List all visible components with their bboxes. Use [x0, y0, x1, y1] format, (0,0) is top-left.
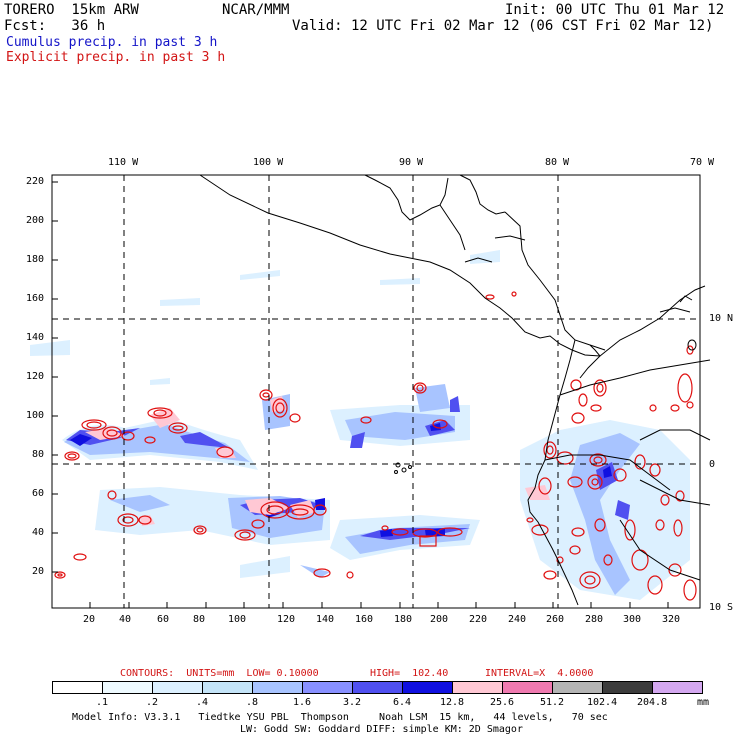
y-tick-label: 40: [32, 527, 45, 538]
colorbar-level-label: 51.2: [540, 697, 565, 708]
y-tick-label: 180: [26, 254, 45, 265]
x-tick-label: 180: [394, 614, 413, 625]
colorbar-level-label: 6.4: [393, 697, 412, 708]
y-tick-label: 20: [32, 566, 45, 577]
cumulus-legend-label: Cumulus precip. in past 3 h: [6, 35, 218, 50]
colorbar-units: mm: [697, 697, 710, 708]
model-info-line1: Model Info: V3.3.1 Tiedtke YSU PBL Thomp…: [72, 712, 608, 723]
x-tick-label: 320: [662, 614, 681, 625]
colorbar-level-label: 12.8: [440, 697, 465, 708]
colorbar-swatch: [252, 681, 303, 694]
contour-high: HIGH= 102.40: [370, 668, 449, 679]
lon-label-100w: 100 W: [253, 157, 284, 168]
x-tick-label: 140: [316, 614, 335, 625]
x-tick-label: 120: [277, 614, 296, 625]
lon-label-70w: 70 W: [690, 157, 715, 168]
coastlines: [199, 174, 711, 606]
model-info-line2: LW: Godd SW: Goddard DIFF: simple KM: 2D…: [240, 724, 523, 735]
y-tick-label: 140: [26, 332, 45, 343]
x-tick-label: 220: [469, 614, 488, 625]
colorbar-swatch: [452, 681, 503, 694]
lat-label-10s: 10 S: [709, 602, 734, 613]
lon-label-90w: 90 W: [399, 157, 424, 168]
y-tick-label: 200: [26, 215, 45, 226]
x-tick-label: 100: [228, 614, 247, 625]
x-tick-label: 160: [355, 614, 374, 625]
organization-label: NCAR/MMM: [222, 2, 290, 18]
x-tick-label: 200: [430, 614, 449, 625]
lat-label-10n: 10 N: [709, 313, 734, 324]
axis-ticks: [52, 181, 669, 608]
colorbar-swatch: [352, 681, 403, 694]
y-tick-label: 160: [26, 293, 45, 304]
y-tick-label: 120: [26, 371, 45, 382]
x-tick-label: 40: [119, 614, 132, 625]
colorbar-swatch: [152, 681, 203, 694]
colorbar-swatch: [552, 681, 603, 694]
colorbar-swatch: [402, 681, 453, 694]
x-tick-label: 240: [508, 614, 527, 625]
colorbar-swatch: [202, 681, 253, 694]
valid-time: Valid: 12 UTC Fri 02 Mar 12 (06 CST Fri …: [292, 18, 714, 34]
colorbar-swatch: [52, 681, 103, 694]
x-tick-label: 260: [546, 614, 565, 625]
colorbar-swatch: [102, 681, 153, 694]
colorbar-level-label: .8: [246, 697, 259, 708]
x-tick-label: 80: [193, 614, 206, 625]
colorbar-level-label: .1: [96, 697, 109, 708]
lon-label-110w: 110 W: [108, 157, 139, 168]
lat-label-0: 0: [709, 459, 716, 470]
y-tick-label: 100: [26, 410, 45, 421]
contour-interval: INTERVAL=X 4.0000: [485, 668, 594, 679]
colorbar-level-label: 204.8: [637, 697, 668, 708]
explicit-precip-contours: [54, 291, 697, 601]
colorbar-level-label: .2: [146, 697, 159, 708]
colorbar-swatch: [302, 681, 353, 694]
colorbar-level-label: 3.2: [343, 697, 362, 708]
init-time: Init: 00 UTC Thu 01 Mar 12: [505, 2, 725, 18]
x-tick-label: 280: [585, 614, 604, 625]
y-tick-label: 80: [32, 449, 45, 460]
explicit-legend-label: Explicit precip. in past 3 h: [6, 50, 226, 65]
x-tick-label: 20: [83, 614, 96, 625]
colorbar-swatch: [502, 681, 553, 694]
colorbar-swatch: [652, 681, 703, 694]
colorbar-swatch: [602, 681, 653, 694]
x-tick-label: 60: [157, 614, 170, 625]
colorbar-level-label: 25.6: [490, 697, 515, 708]
colorbar-level-label: 102.4: [587, 697, 618, 708]
model-title: TORERO 15km ARW: [4, 2, 139, 18]
x-tick-label: 300: [623, 614, 642, 625]
colorbar-level-label: .4: [196, 697, 209, 708]
contour-info: CONTOURS: UNITS=mm LOW= 0.10000: [120, 668, 319, 679]
y-tick-label: 60: [32, 488, 45, 499]
y-tick-label: 220: [26, 176, 45, 187]
lon-label-80w: 80 W: [545, 157, 570, 168]
colorbar-level-label: 1.6: [293, 697, 312, 708]
forecast-hour: Fcst: 36 h: [4, 18, 106, 34]
map-frame: [51, 174, 701, 609]
graticule: [52, 175, 700, 608]
